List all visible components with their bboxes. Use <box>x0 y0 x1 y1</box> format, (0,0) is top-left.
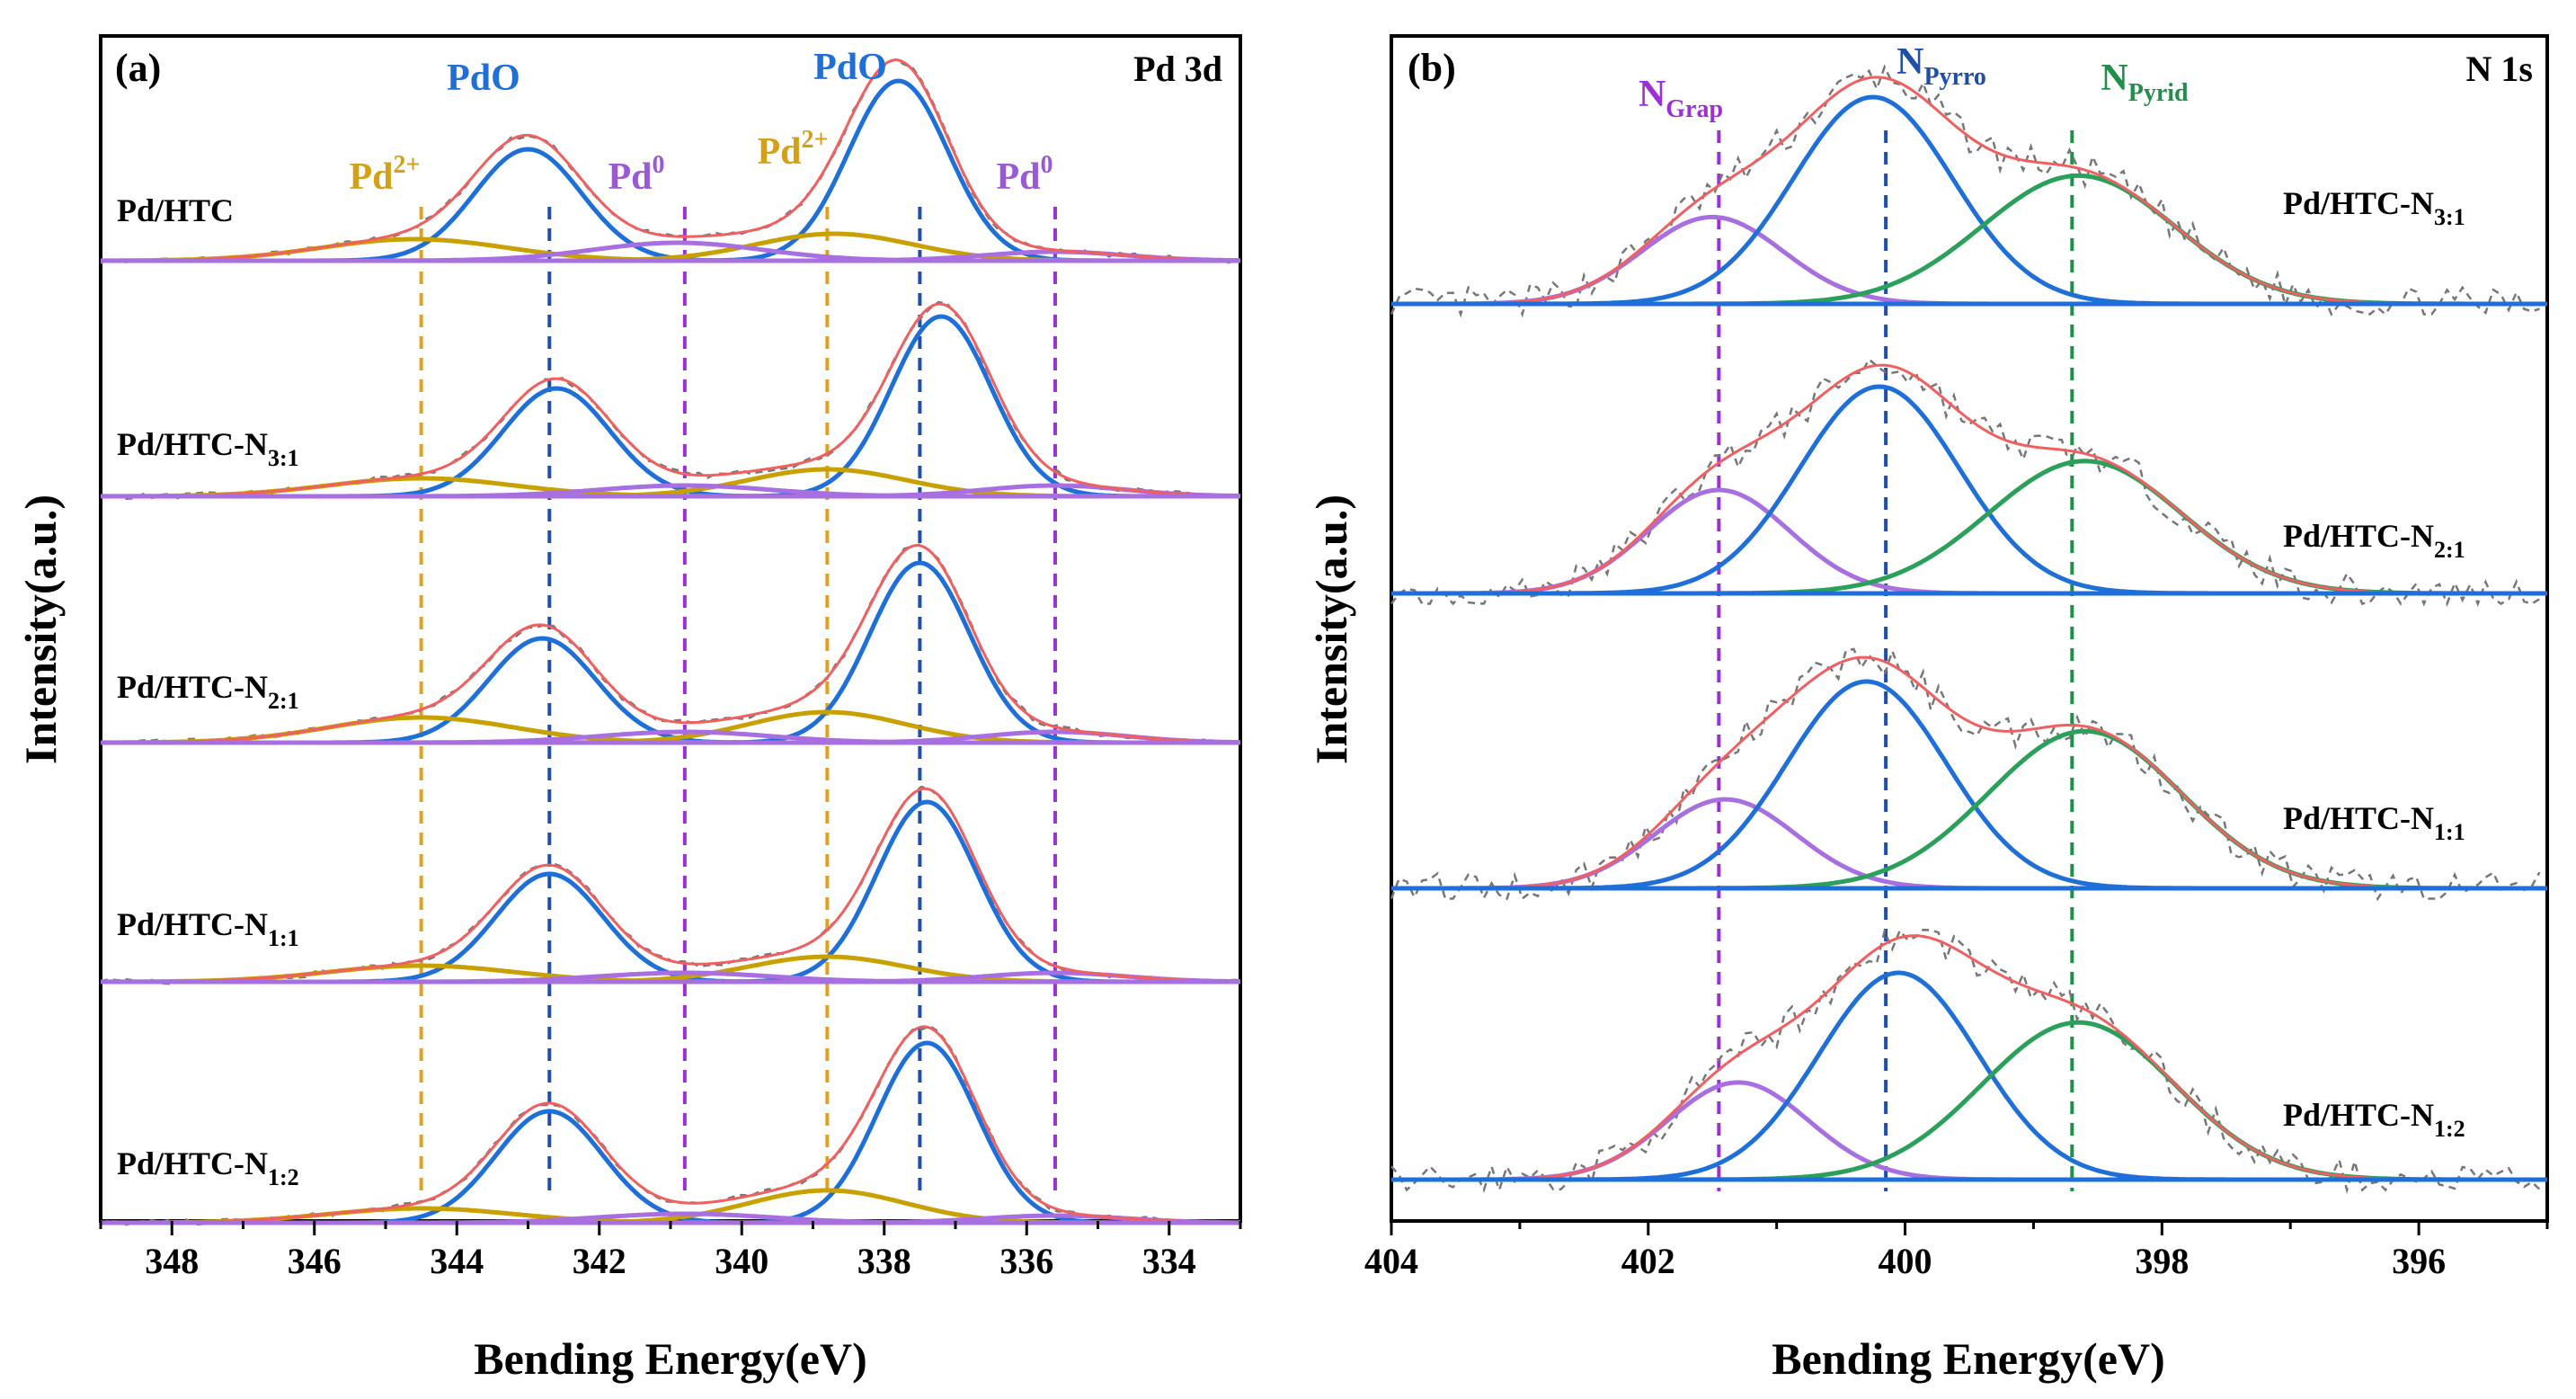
x-tick-label: 342 <box>573 1241 626 1281</box>
x-tick-label: 348 <box>145 1241 199 1281</box>
envelope-fit-curve <box>101 58 1241 263</box>
panel-b-peak-label-npyrro: NPyrro <box>1896 41 1986 91</box>
panel-a-core-level: Pd 3d <box>1133 49 1222 89</box>
x-tick-label: 404 <box>1364 1241 1418 1281</box>
panel-b-sample-label: Pd/HTC-N1:2 <box>2283 1097 2465 1142</box>
envelope-fit-curve <box>101 1025 1240 1225</box>
component-fit-curve <box>1391 679 2547 891</box>
panel-a-peak-label-pdo-left: PdO <box>447 58 520 99</box>
x-tick-label: 398 <box>2135 1241 2189 1281</box>
panel-a-sample-label: Pd/HTC-N3:1 <box>117 426 299 471</box>
panel-b-peak-label-ngrap: NGrap <box>1639 74 1723 123</box>
raw-data-series <box>1390 928 2541 1195</box>
raw-data-series <box>1390 647 2541 902</box>
panel-b-peak-label-npyrid: NPyrid <box>2101 58 2189 107</box>
panel-a: 348 346 344 342 340 338 336 334 (a) Pd 3d Bendi… <box>15 34 1242 1384</box>
x-tick-label: 338 <box>857 1241 911 1281</box>
envelope-fit-curve <box>101 302 1241 498</box>
component-fit-curve <box>101 78 1240 263</box>
panel-b-sample-label: Pd/HTC-N3:1 <box>2283 185 2465 230</box>
envelope-fit-curve <box>1391 934 2547 1181</box>
component-fit-curve <box>1391 384 2547 596</box>
envelope-fit-curve <box>1391 655 2547 890</box>
envelope-fit-curve <box>1391 363 2547 595</box>
panel-a-peak-label-pdo-right: PdO <box>813 47 887 88</box>
raw-data-series <box>1390 64 2540 318</box>
envelope-fit-curve <box>101 544 1241 744</box>
panel-b-sample-label: Pd/HTC-N1:1 <box>2283 800 2465 845</box>
panel-b-plot-area <box>1390 64 2547 1195</box>
raw-data-series <box>100 58 1239 264</box>
x-tick-label: 340 <box>715 1241 768 1281</box>
panel-a-x-axis-title: Bending Energy(eV) <box>474 1333 867 1384</box>
panel-b-y-axis-title: Intensity(a.u.) <box>1306 495 1356 764</box>
panel-b-sample-label: Pd/HTC-N2:1 <box>2283 518 2465 563</box>
panel-b: 404 402 400 398 396 (b) N 1s Bending Energy(… <box>1306 34 2549 1384</box>
panel-b-tag: (b) <box>1408 46 1456 90</box>
panel-a-sample-label: Pd/HTC-N2:1 <box>117 669 299 714</box>
x-tick-label: 402 <box>1621 1241 1675 1281</box>
x-tick-label: 344 <box>430 1241 484 1281</box>
panel-a-peak-label-pd2-left: Pd2+ <box>350 151 421 198</box>
x-tick-label: 396 <box>2392 1241 2446 1281</box>
component-fit-curve <box>101 560 1240 745</box>
panel-a-peak-label-pd0-right: Pd0 <box>996 151 1053 198</box>
raw-data-series <box>100 1024 1239 1226</box>
envelope-fit-curve <box>100 787 1241 984</box>
panel-a-x-ticks: 348 346 344 342 340 338 336 334 <box>99 1221 1242 1281</box>
panel-a-plot-area <box>100 58 1241 1226</box>
x-tick-label: 400 <box>1879 1241 1932 1281</box>
panel-a-peak-label-pd0-left: Pd0 <box>608 151 664 198</box>
raw-data-series <box>100 785 1238 985</box>
panel-a-sample-label: Pd/HTC <box>117 192 234 228</box>
panel-a-peak-label-pd2-right: Pd2+ <box>758 126 829 173</box>
panel-b-frame <box>1390 34 2549 1223</box>
panel-a-sample-label: Pd/HTC-N1:1 <box>117 906 299 951</box>
component-fit-curve <box>101 231 1240 263</box>
panel-b-x-ticks: 404 402 400 398 396 <box>1364 1221 2549 1281</box>
panel-b-core-level: N 1s <box>2466 49 2533 89</box>
component-fit-curve <box>101 799 1240 985</box>
component-fit-curve <box>1391 970 2547 1182</box>
panel-a-tag: (a) <box>115 46 161 90</box>
raw-data-series <box>1390 357 2541 608</box>
panel-b-x-axis-title: Bending Energy(eV) <box>1772 1333 2165 1384</box>
x-tick-label: 334 <box>1142 1241 1196 1281</box>
component-fit-curve <box>101 1040 1240 1225</box>
component-fit-curve <box>1391 214 2547 307</box>
panel-a-sample-label: Pd/HTC-N1:2 <box>117 1145 299 1190</box>
x-tick-label: 336 <box>999 1241 1053 1281</box>
panel-a-frame <box>99 34 1242 1223</box>
x-tick-label: 346 <box>288 1241 342 1281</box>
panel-a-y-axis-title: Intensity(a.u.) <box>15 495 66 764</box>
